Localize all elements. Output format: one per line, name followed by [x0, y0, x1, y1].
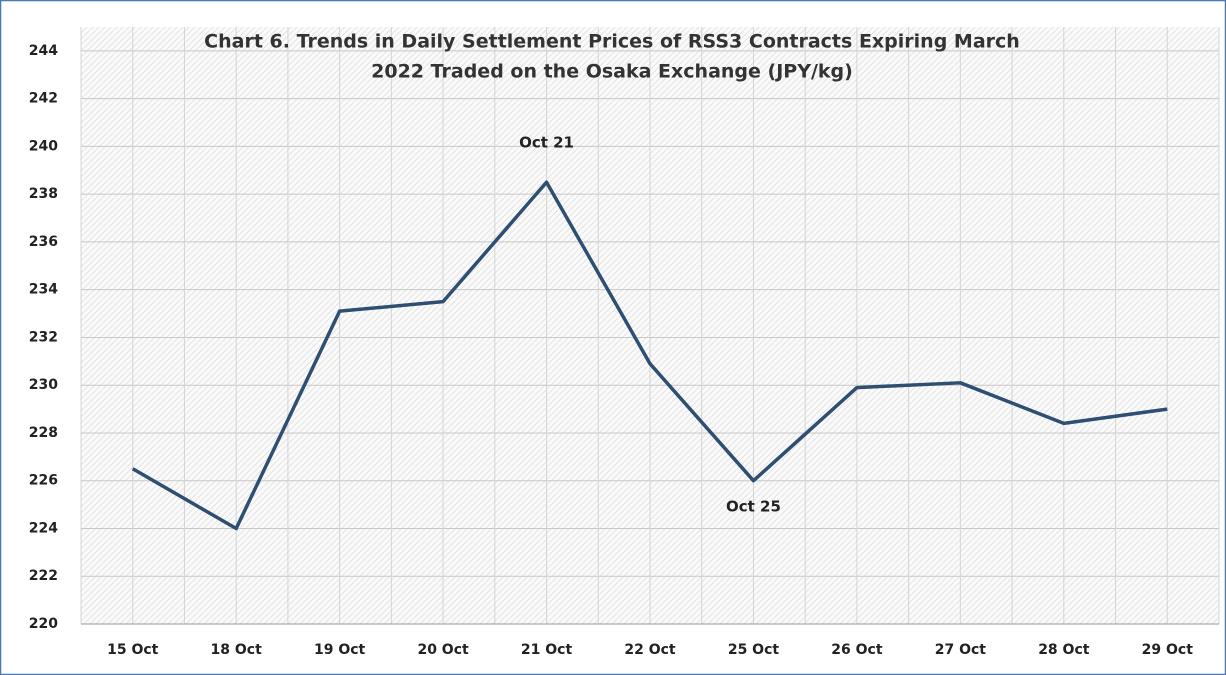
x-tick-label: 20 Oct	[417, 642, 469, 658]
y-tick-label: 232	[29, 329, 58, 345]
y-tick-label: 238	[29, 186, 58, 202]
x-tick-label: 21 Oct	[521, 642, 573, 658]
line-series	[131, 180, 1168, 531]
chart-title: 2022 Traded on the Osaka Exchange (JPY/k…	[371, 61, 853, 83]
annotation: Oct 25	[726, 498, 781, 516]
x-tick-label: 19 Oct	[314, 642, 366, 658]
x-tick-label: 29 Oct	[1142, 642, 1194, 658]
x-tick-label: 15 Oct	[107, 642, 159, 658]
y-tick-label: 236	[29, 234, 58, 250]
x-tick-label: 25 Oct	[728, 642, 780, 658]
y-tick-label: 242	[29, 91, 58, 107]
y-tick-label: 224	[29, 520, 58, 536]
y-tick-label: 228	[29, 425, 58, 441]
x-tick-label: 26 Oct	[831, 642, 883, 658]
y-tick-label: 220	[29, 616, 58, 632]
x-tick-label: 28 Oct	[1038, 642, 1090, 658]
y-tick-label: 226	[29, 473, 58, 489]
y-tick-label: 234	[29, 282, 58, 298]
y-tick-label: 230	[29, 377, 58, 393]
x-tick-label: 27 Oct	[935, 642, 987, 658]
chart-title: Chart 6. Trends in Daily Settlement Pric…	[204, 31, 1020, 53]
y-tick-label: 244	[29, 43, 58, 59]
x-tick-label: 18 Oct	[211, 642, 263, 658]
y-tick-label: 240	[29, 138, 58, 154]
y-tick-label: 222	[29, 568, 58, 584]
x-tick-label: 22 Oct	[624, 642, 676, 658]
annotation: Oct 21	[519, 134, 574, 152]
